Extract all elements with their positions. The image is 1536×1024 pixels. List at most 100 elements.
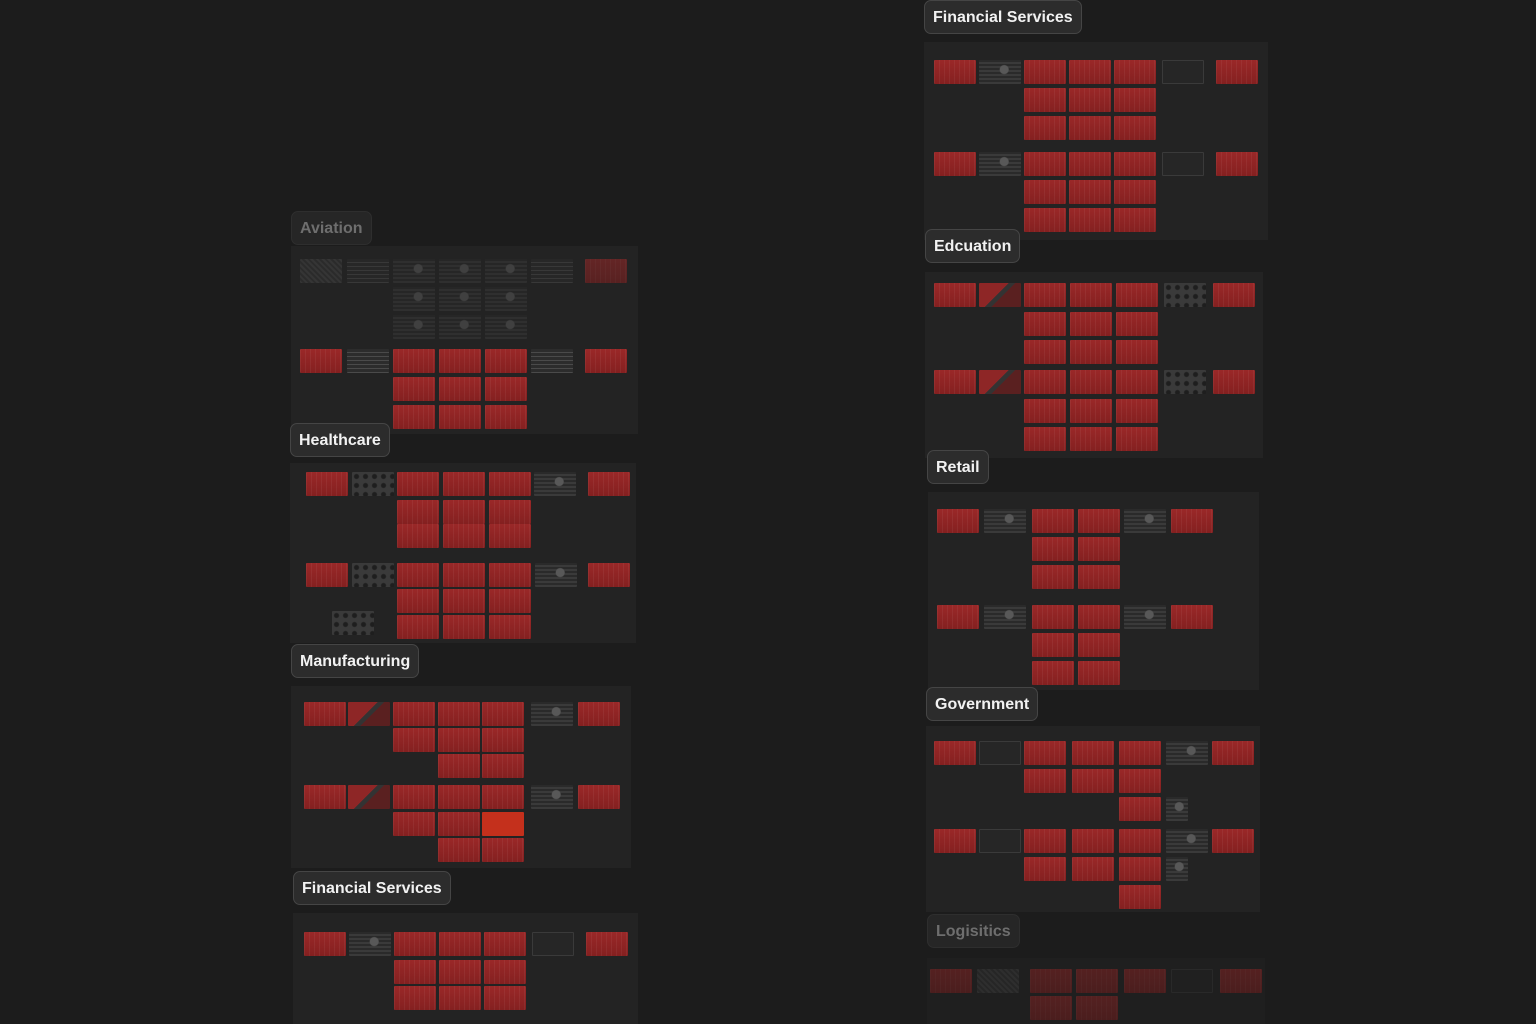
- artboard-thumbnail[interactable]: [1119, 769, 1161, 793]
- artboard-thumbnail[interactable]: [1171, 605, 1213, 629]
- artboard-thumbnail[interactable]: [347, 259, 389, 283]
- artboard-thumbnail[interactable]: [443, 472, 485, 496]
- artboard-thumbnail[interactable]: [1030, 969, 1072, 993]
- artboard-thumbnail[interactable]: [393, 349, 435, 373]
- artboard-thumbnail[interactable]: [977, 969, 1019, 993]
- artboard-thumbnail[interactable]: [1114, 88, 1156, 112]
- artboard-thumbnail[interactable]: [485, 377, 527, 401]
- artboard-thumbnail[interactable]: [443, 500, 485, 524]
- artboard-thumbnail[interactable]: [1119, 797, 1161, 821]
- artboard-thumbnail[interactable]: [397, 589, 439, 613]
- artboard-thumbnail[interactable]: [439, 986, 481, 1010]
- artboard-thumbnail[interactable]: [489, 563, 531, 587]
- artboard-thumbnail[interactable]: [1119, 741, 1161, 765]
- artboard-thumbnail[interactable]: [1114, 116, 1156, 140]
- section-label-manufacturing[interactable]: Manufacturing: [291, 644, 420, 678]
- artboard-thumbnail[interactable]: [1213, 370, 1255, 394]
- artboard-thumbnail[interactable]: [439, 349, 481, 373]
- artboard-thumbnail[interactable]: [443, 524, 485, 548]
- artboard-thumbnail[interactable]: [1114, 60, 1156, 84]
- artboard-thumbnail[interactable]: [531, 785, 573, 809]
- artboard-thumbnail[interactable]: [482, 838, 524, 862]
- artboard-thumbnail[interactable]: [439, 405, 481, 429]
- artboard-thumbnail[interactable]: [352, 563, 394, 587]
- artboard-thumbnail[interactable]: [1024, 741, 1066, 765]
- artboard-group-financial-services-left[interactable]: [293, 913, 638, 1024]
- artboard-thumbnail[interactable]: [531, 349, 573, 373]
- artboard-thumbnail[interactable]: [306, 472, 348, 496]
- artboard-thumbnail[interactable]: [489, 615, 531, 639]
- artboard-thumbnail[interactable]: [585, 349, 627, 373]
- artboard-thumbnail[interactable]: [1166, 741, 1208, 765]
- artboard-thumbnail[interactable]: [306, 563, 348, 587]
- artboard-thumbnail[interactable]: [934, 741, 976, 765]
- artboard-thumbnail[interactable]: [393, 287, 435, 311]
- artboard-thumbnail[interactable]: [393, 702, 435, 726]
- artboard-thumbnail[interactable]: [979, 829, 1021, 853]
- artboard-thumbnail[interactable]: [984, 605, 1026, 629]
- artboard-thumbnail[interactable]: [439, 259, 481, 283]
- artboard-thumbnail[interactable]: [438, 785, 480, 809]
- artboard-thumbnail[interactable]: [1114, 152, 1156, 176]
- artboard-thumbnail[interactable]: [304, 785, 346, 809]
- artboard-thumbnail[interactable]: [439, 932, 481, 956]
- artboard-thumbnail[interactable]: [438, 728, 480, 752]
- artboard-thumbnail[interactable]: [393, 259, 435, 283]
- artboard-thumbnail[interactable]: [1078, 565, 1120, 589]
- artboard-thumbnail[interactable]: [348, 702, 390, 726]
- artboard-thumbnail[interactable]: [1076, 969, 1118, 993]
- artboard-thumbnail[interactable]: [393, 812, 435, 836]
- artboard-thumbnail[interactable]: [439, 377, 481, 401]
- artboard-thumbnail[interactable]: [443, 563, 485, 587]
- artboard-thumbnail[interactable]: [1070, 370, 1112, 394]
- artboard-thumbnail[interactable]: [439, 315, 481, 339]
- artboard-thumbnail[interactable]: [1072, 857, 1114, 881]
- artboard-thumbnail[interactable]: [304, 702, 346, 726]
- artboard-thumbnail[interactable]: [1213, 283, 1255, 307]
- artboard-thumbnail[interactable]: [1024, 312, 1066, 336]
- artboard-thumbnail[interactable]: [1124, 969, 1166, 993]
- section-label-edcuation[interactable]: Edcuation: [925, 229, 1021, 263]
- artboard-thumbnail[interactable]: [482, 728, 524, 752]
- artboard-thumbnail-selected[interactable]: [482, 812, 524, 836]
- artboard-thumbnail[interactable]: [1116, 427, 1158, 451]
- artboard-thumbnail[interactable]: [979, 370, 1021, 394]
- artboard-thumbnail[interactable]: [531, 259, 573, 283]
- artboard-thumbnail[interactable]: [1116, 283, 1158, 307]
- artboard-thumbnail[interactable]: [1070, 427, 1112, 451]
- artboard-thumbnail[interactable]: [934, 370, 976, 394]
- artboard-thumbnail[interactable]: [484, 986, 526, 1010]
- artboard-thumbnail[interactable]: [1166, 857, 1188, 881]
- artboard-thumbnail[interactable]: [438, 838, 480, 862]
- artboard-thumbnail[interactable]: [934, 152, 976, 176]
- artboard-thumbnail[interactable]: [984, 509, 1026, 533]
- artboard-thumbnail[interactable]: [979, 60, 1021, 84]
- artboard-thumbnail[interactable]: [1078, 633, 1120, 657]
- artboard-thumbnail[interactable]: [300, 259, 342, 283]
- artboard-thumbnail[interactable]: [1024, 769, 1066, 793]
- section-label-government[interactable]: Government: [926, 687, 1039, 721]
- artboard-group-edcuation[interactable]: [925, 272, 1263, 458]
- artboard-thumbnail[interactable]: [348, 785, 390, 809]
- artboard-thumbnail[interactable]: [438, 754, 480, 778]
- artboard-thumbnail[interactable]: [397, 563, 439, 587]
- artboard-thumbnail[interactable]: [352, 472, 394, 496]
- artboard-thumbnail[interactable]: [934, 283, 976, 307]
- artboard-thumbnail[interactable]: [397, 472, 439, 496]
- artboard-thumbnail[interactable]: [485, 259, 527, 283]
- artboard-thumbnail[interactable]: [397, 524, 439, 548]
- artboard-thumbnail[interactable]: [1078, 661, 1120, 685]
- artboard-thumbnail[interactable]: [485, 405, 527, 429]
- section-label-logisitics[interactable]: Logisitics: [927, 914, 1020, 948]
- artboard-thumbnail[interactable]: [438, 702, 480, 726]
- artboard-thumbnail[interactable]: [1069, 116, 1111, 140]
- section-label-healthcare[interactable]: Healthcare: [290, 423, 390, 457]
- artboard-thumbnail[interactable]: [1024, 60, 1066, 84]
- artboard-thumbnail[interactable]: [1024, 180, 1066, 204]
- artboard-thumbnail[interactable]: [1032, 509, 1074, 533]
- artboard-thumbnail[interactable]: [1024, 283, 1066, 307]
- artboard-thumbnail[interactable]: [1069, 208, 1111, 232]
- artboard-thumbnail[interactable]: [1114, 180, 1156, 204]
- artboard-thumbnail[interactable]: [1072, 829, 1114, 853]
- artboard-thumbnail[interactable]: [1116, 370, 1158, 394]
